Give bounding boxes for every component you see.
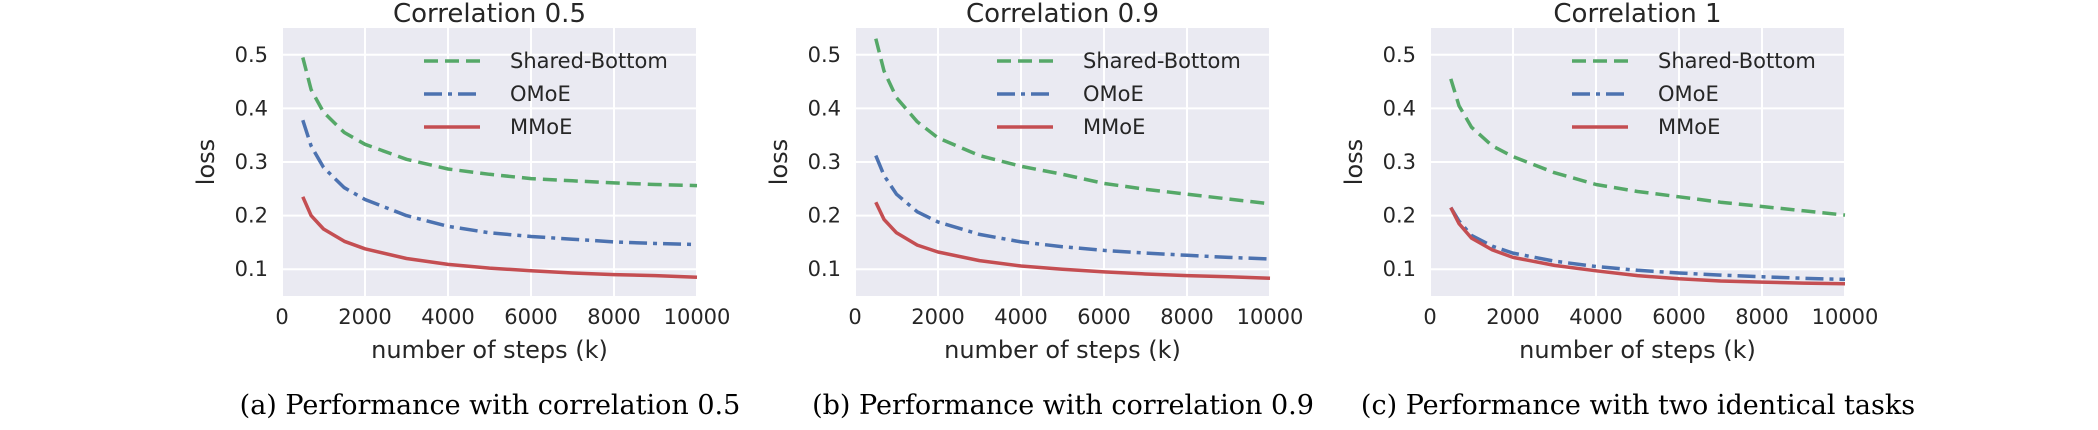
legend-label: Shared-Bottom bbox=[1083, 49, 1241, 73]
chart-title: Correlation 1 bbox=[1553, 0, 1721, 29]
x-axis-label: number of steps (k) bbox=[371, 336, 608, 364]
x-tick-label: 10000 bbox=[1237, 305, 1304, 329]
series-line-mmoe bbox=[301, 196, 698, 279]
y-tick-label: 0.4 bbox=[808, 96, 841, 120]
series-line-mmoe bbox=[874, 201, 1271, 281]
x-tick-label: 4000 bbox=[1569, 305, 1622, 329]
y-tick-label: 0.3 bbox=[235, 150, 268, 174]
y-tick-label: 0.3 bbox=[1383, 150, 1416, 174]
x-tick-label: 4000 bbox=[421, 305, 474, 329]
x-tick-label: 8000 bbox=[1735, 305, 1788, 329]
x-tick-label: 2000 bbox=[911, 305, 964, 329]
series-line-omoe bbox=[874, 154, 1271, 261]
chart-panel-3: 0 2000 4000 6000 8000 10000 0.1 0.2 0.3 0.4 0.5 Cor… bbox=[1340, 0, 1915, 421]
y-axis-label: loss bbox=[1340, 139, 1368, 185]
x-tick-label: 0 bbox=[848, 305, 861, 329]
x-tick-label: 2000 bbox=[1486, 305, 1539, 329]
chart-panel-1: 0 2000 4000 6000 8000 10000 0.1 0.2 0.3 0.4 0.5 Cor… bbox=[192, 0, 740, 421]
y-axis-label: loss bbox=[765, 139, 793, 185]
subfigure-caption: (c) Performance with two identical tasks bbox=[1361, 390, 1915, 421]
legend-label: MMoE bbox=[510, 115, 572, 139]
chart-panel-2: 0 2000 4000 6000 8000 10000 0.1 0.2 0.3 0.4 0.5 Cor… bbox=[765, 0, 1314, 421]
y-tick-label: 0.3 bbox=[808, 150, 841, 174]
subfigure-caption: (b) Performance with correlation 0.9 bbox=[812, 390, 1314, 421]
x-axis-label: number of steps (k) bbox=[1519, 336, 1756, 364]
x-tick-label: 0 bbox=[275, 305, 288, 329]
y-tick-label: 0.1 bbox=[1383, 257, 1416, 281]
legend-label: MMoE bbox=[1658, 115, 1720, 139]
legend-label: Shared-Bottom bbox=[510, 49, 668, 73]
x-tick-label: 8000 bbox=[1160, 305, 1213, 329]
x-tick-label: 0 bbox=[1423, 305, 1436, 329]
legend-label: MMoE bbox=[1083, 115, 1145, 139]
x-tick-label: 6000 bbox=[504, 305, 557, 329]
x-tick-label: 8000 bbox=[587, 305, 640, 329]
x-tick-label: 6000 bbox=[1652, 305, 1705, 329]
legend-label: OMoE bbox=[510, 82, 571, 106]
series-line-shared-bottom bbox=[1449, 78, 1846, 217]
y-tick-label: 0.5 bbox=[235, 43, 268, 67]
series-line-omoe bbox=[1449, 206, 1846, 282]
y-axis-label: loss bbox=[192, 139, 220, 185]
x-tick-label: 2000 bbox=[338, 305, 391, 329]
legend-label: OMoE bbox=[1658, 82, 1719, 106]
x-tick-label: 4000 bbox=[994, 305, 1047, 329]
y-tick-label: 0.1 bbox=[235, 257, 268, 281]
legend-label: Shared-Bottom bbox=[1658, 49, 1816, 73]
y-tick-label: 0.1 bbox=[808, 257, 841, 281]
x-tick-label: 6000 bbox=[1077, 305, 1130, 329]
y-tick-label: 0.2 bbox=[1383, 204, 1416, 228]
x-tick-label: 10000 bbox=[664, 305, 731, 329]
y-tick-label: 0.4 bbox=[1383, 96, 1416, 120]
series-line-mmoe bbox=[1449, 206, 1846, 286]
chart-title: Correlation 0.9 bbox=[966, 0, 1159, 29]
x-tick-label: 10000 bbox=[1812, 305, 1879, 329]
y-tick-label: 0.5 bbox=[1383, 43, 1416, 67]
x-axis-label: number of steps (k) bbox=[944, 336, 1181, 364]
legend-label: OMoE bbox=[1083, 82, 1144, 106]
y-tick-label: 0.5 bbox=[808, 43, 841, 67]
subfigure-caption: (a) Performance with correlation 0.5 bbox=[240, 390, 741, 421]
y-tick-label: 0.2 bbox=[235, 204, 268, 228]
chart-title: Correlation 0.5 bbox=[393, 0, 586, 29]
y-tick-label: 0.4 bbox=[235, 96, 268, 120]
y-tick-label: 0.2 bbox=[808, 204, 841, 228]
series-line-omoe bbox=[301, 119, 698, 247]
series-line-shared-bottom bbox=[301, 57, 698, 188]
